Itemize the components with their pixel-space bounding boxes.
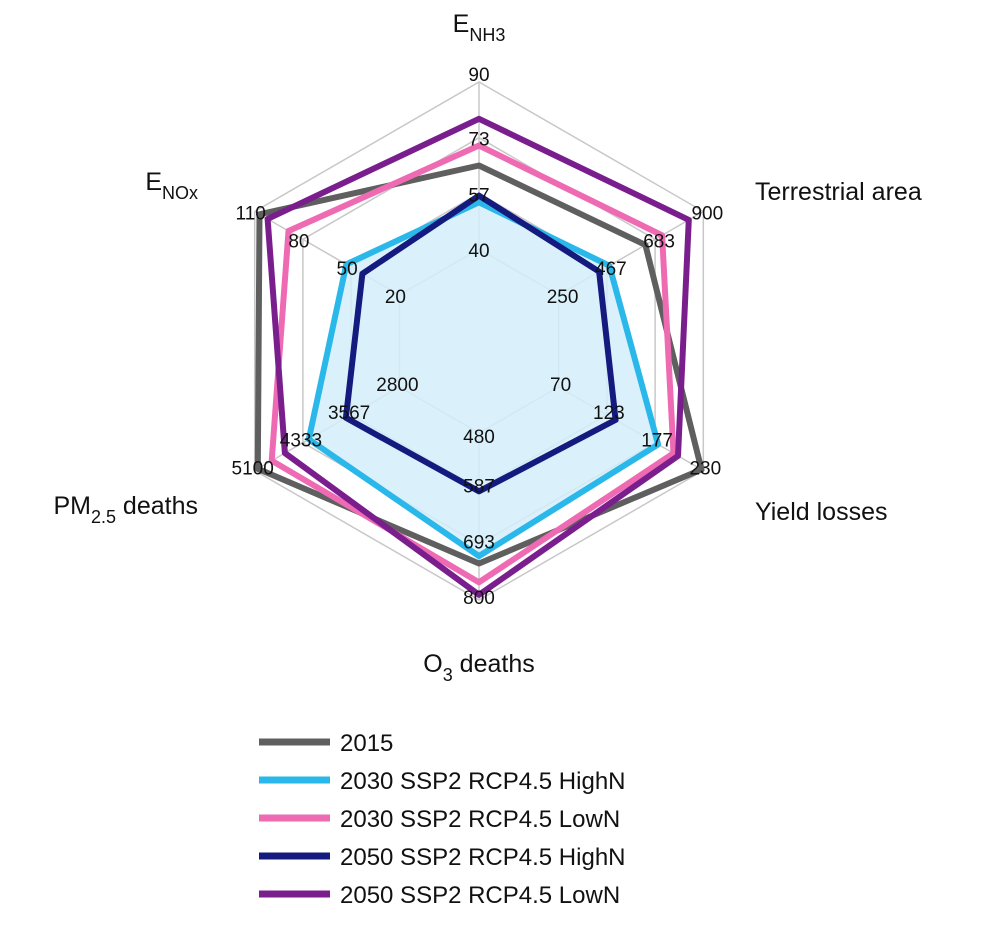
tick-labels: 40 57 73 90 250 467 683 900 70 123 177 230 480 587 693…: [232, 65, 724, 609]
tick-label-enh3-2: 57: [468, 185, 489, 206]
tick-label-enox-1: 20: [385, 287, 406, 308]
tick-label-enh3-1: 40: [468, 241, 489, 262]
tick-label-pm25-1: 2800: [376, 375, 418, 396]
legend: 2015 2030 SSP2 RCP4.5 HighN 2030 SSP2 RCP4…: [259, 730, 626, 909]
tick-label-enox-4: 110: [236, 204, 266, 225]
tick-label-pm25-2: 3567: [328, 403, 370, 424]
tick-label-terrestrial-2: 467: [595, 259, 627, 280]
series-line-4: [342, 192, 619, 495]
tick-label-yield-3: 177: [641, 431, 673, 452]
tick-label-terrestrial-1: 250: [547, 287, 579, 308]
tick-label-terrestrial-3: 683: [643, 231, 675, 252]
legend-label-1: 2015: [340, 730, 393, 757]
series-fill-layer: [308, 202, 659, 557]
tick-label-o3-4: 800: [463, 588, 495, 609]
axis-label-terrestrial: Terrestrial area: [755, 178, 922, 206]
tick-label-yield-4: 230: [689, 459, 721, 480]
tick-label-yield-2: 123: [593, 403, 625, 424]
tick-label-enh3-3: 73: [468, 130, 489, 151]
legend-label-5: 2050 SSP2 RCP4.5 LowN: [340, 882, 620, 909]
tick-label-o3-3: 693: [463, 532, 495, 553]
tick-label-pm25-4: 5100: [232, 459, 274, 480]
series-lines: [254, 115, 705, 598]
axis-label-yield: Yield losses: [755, 498, 887, 526]
tick-label-pm25-3: 4333: [280, 431, 322, 452]
tick-label-enox-2: 50: [337, 259, 358, 280]
axis-label-enox: ENOx: [145, 168, 198, 203]
axis-labels: ENH3 Terrestrial area Yield losses O3 death…: [53, 10, 921, 685]
series-line-1: [254, 162, 705, 567]
series-fill-2: [308, 202, 659, 557]
tick-label-terrestrial-4: 900: [691, 204, 723, 225]
axis-label-o3: O3 deaths: [423, 650, 534, 685]
axis-label-pm25: PM2.5 deaths: [53, 492, 198, 527]
legend-label-2: 2030 SSP2 RCP4.5 HighN: [340, 768, 626, 795]
tick-label-o3-1: 480: [463, 427, 495, 448]
axis-label-enh3: ENH3: [453, 10, 506, 45]
tick-label-yield-1: 70: [550, 375, 571, 396]
tick-label-enox-3: 80: [288, 231, 309, 252]
tick-label-o3-2: 587: [463, 477, 495, 498]
series-line-5: [264, 115, 692, 598]
tick-label-enh3-4: 90: [468, 65, 489, 86]
legend-label-3: 2030 SSP2 RCP4.5 LowN: [340, 806, 620, 833]
legend-label-4: 2050 SSP2 RCP4.5 HighN: [340, 844, 626, 871]
series-line-3: [268, 142, 677, 586]
series-line-2: [305, 199, 662, 560]
